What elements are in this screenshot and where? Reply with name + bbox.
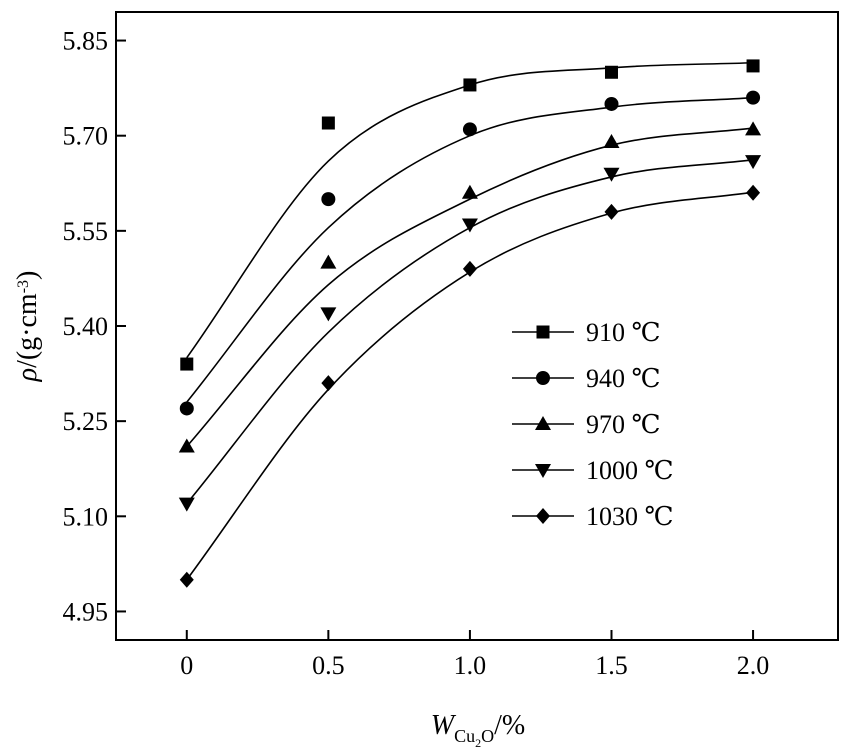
x-axis-title: WCu2O/% [431,710,525,750]
data-point-diamond-marker [462,260,477,277]
y-axis-symbol: ρ [12,368,43,382]
y-tick-label: 5.55 [63,217,109,246]
data-point-diamond-marker [179,571,194,588]
fit-curves [186,61,754,581]
data-point-triangle-down-marker [461,218,478,233]
data-point-triangle-down-marker [320,307,337,322]
x-tick-label: 1.5 [595,651,628,680]
fit-curve [186,96,754,403]
y-axis-exponent: -3 [15,280,32,293]
data-point-circle-marker [462,122,477,137]
data-point-triangle-down-marker [603,167,620,182]
x-axis-subscript: Cu [454,726,475,746]
y-axis: 4.95 5.10 5.25 5.40 5.55 5.70 5.85 [63,27,126,626]
x-tick-label: 1.0 [454,651,487,680]
data-point-circle-marker [321,192,336,207]
legend-triangle-up-marker [535,416,551,430]
x-axis-symbol: W [431,710,457,741]
fit-curve [186,159,754,505]
legend-label: 910 ℃ [586,318,661,347]
y-tick-label: 5.85 [63,27,109,56]
data-point-square-marker [463,78,477,92]
x-tick-label: 0.5 [312,651,345,680]
x-axis-unit: /% [494,710,525,741]
fit-curve [186,61,754,359]
legend-triangle-down-marker [535,464,551,478]
data-point-triangle-up-marker [461,184,478,199]
data-point-triangle-up-marker [178,438,195,453]
data-point-diamond-marker [321,375,336,392]
legend-label: 1030 ℃ [586,502,674,531]
data-point-triangle-down-marker [745,155,762,170]
data-point-triangle-up-marker [745,121,762,136]
y-axis-unit: /(g·cm [12,293,43,368]
y-tick-label: 4.95 [63,597,109,626]
legend-label: 1000 ℃ [586,456,674,485]
legend-label: 940 ℃ [586,364,661,393]
legend-square-marker [536,325,550,339]
data-point-triangle-up-marker [603,134,620,149]
y-axis-title: ρ/(g·cm-3) [12,271,43,383]
data-point-circle-marker [746,90,761,105]
plot-frame [115,11,839,641]
x-tick-label: 0 [180,651,193,680]
x-axis-subscript-tail: O [481,726,494,746]
data-point-square-marker [321,116,335,130]
y-tick-label: 5.40 [63,312,109,341]
data-point-square-marker [604,65,618,79]
fit-curve [186,191,754,581]
data-point-diamond-marker [746,184,761,201]
legend: 910 ℃ 940 ℃ 970 ℃ 1000 ℃ 1030 ℃ [512,318,674,531]
y-tick-label: 5.25 [63,407,109,436]
data-point-circle-marker [179,401,194,416]
data-point-triangle-up-marker [320,254,337,269]
x-tick-label: 2.0 [737,651,770,680]
data-point-triangle-down-marker [178,497,195,512]
y-tick-label: 5.10 [63,502,109,531]
legend-circle-marker [536,371,550,385]
data-markers [178,59,762,588]
data-point-square-marker [180,357,194,371]
fit-curve [186,127,754,448]
x-axis-subscript-number: 2 [475,736,481,750]
x-axis: 0 0.5 1.0 1.5 2.0 [180,630,769,680]
y-tick-label: 5.70 [63,122,109,151]
y-axis-close: ) [12,271,43,280]
legend-diamond-marker [536,508,550,524]
legend-label: 970 ℃ [586,410,661,439]
data-point-circle-marker [604,96,619,111]
data-point-diamond-marker [604,203,619,220]
data-point-square-marker [746,59,760,73]
